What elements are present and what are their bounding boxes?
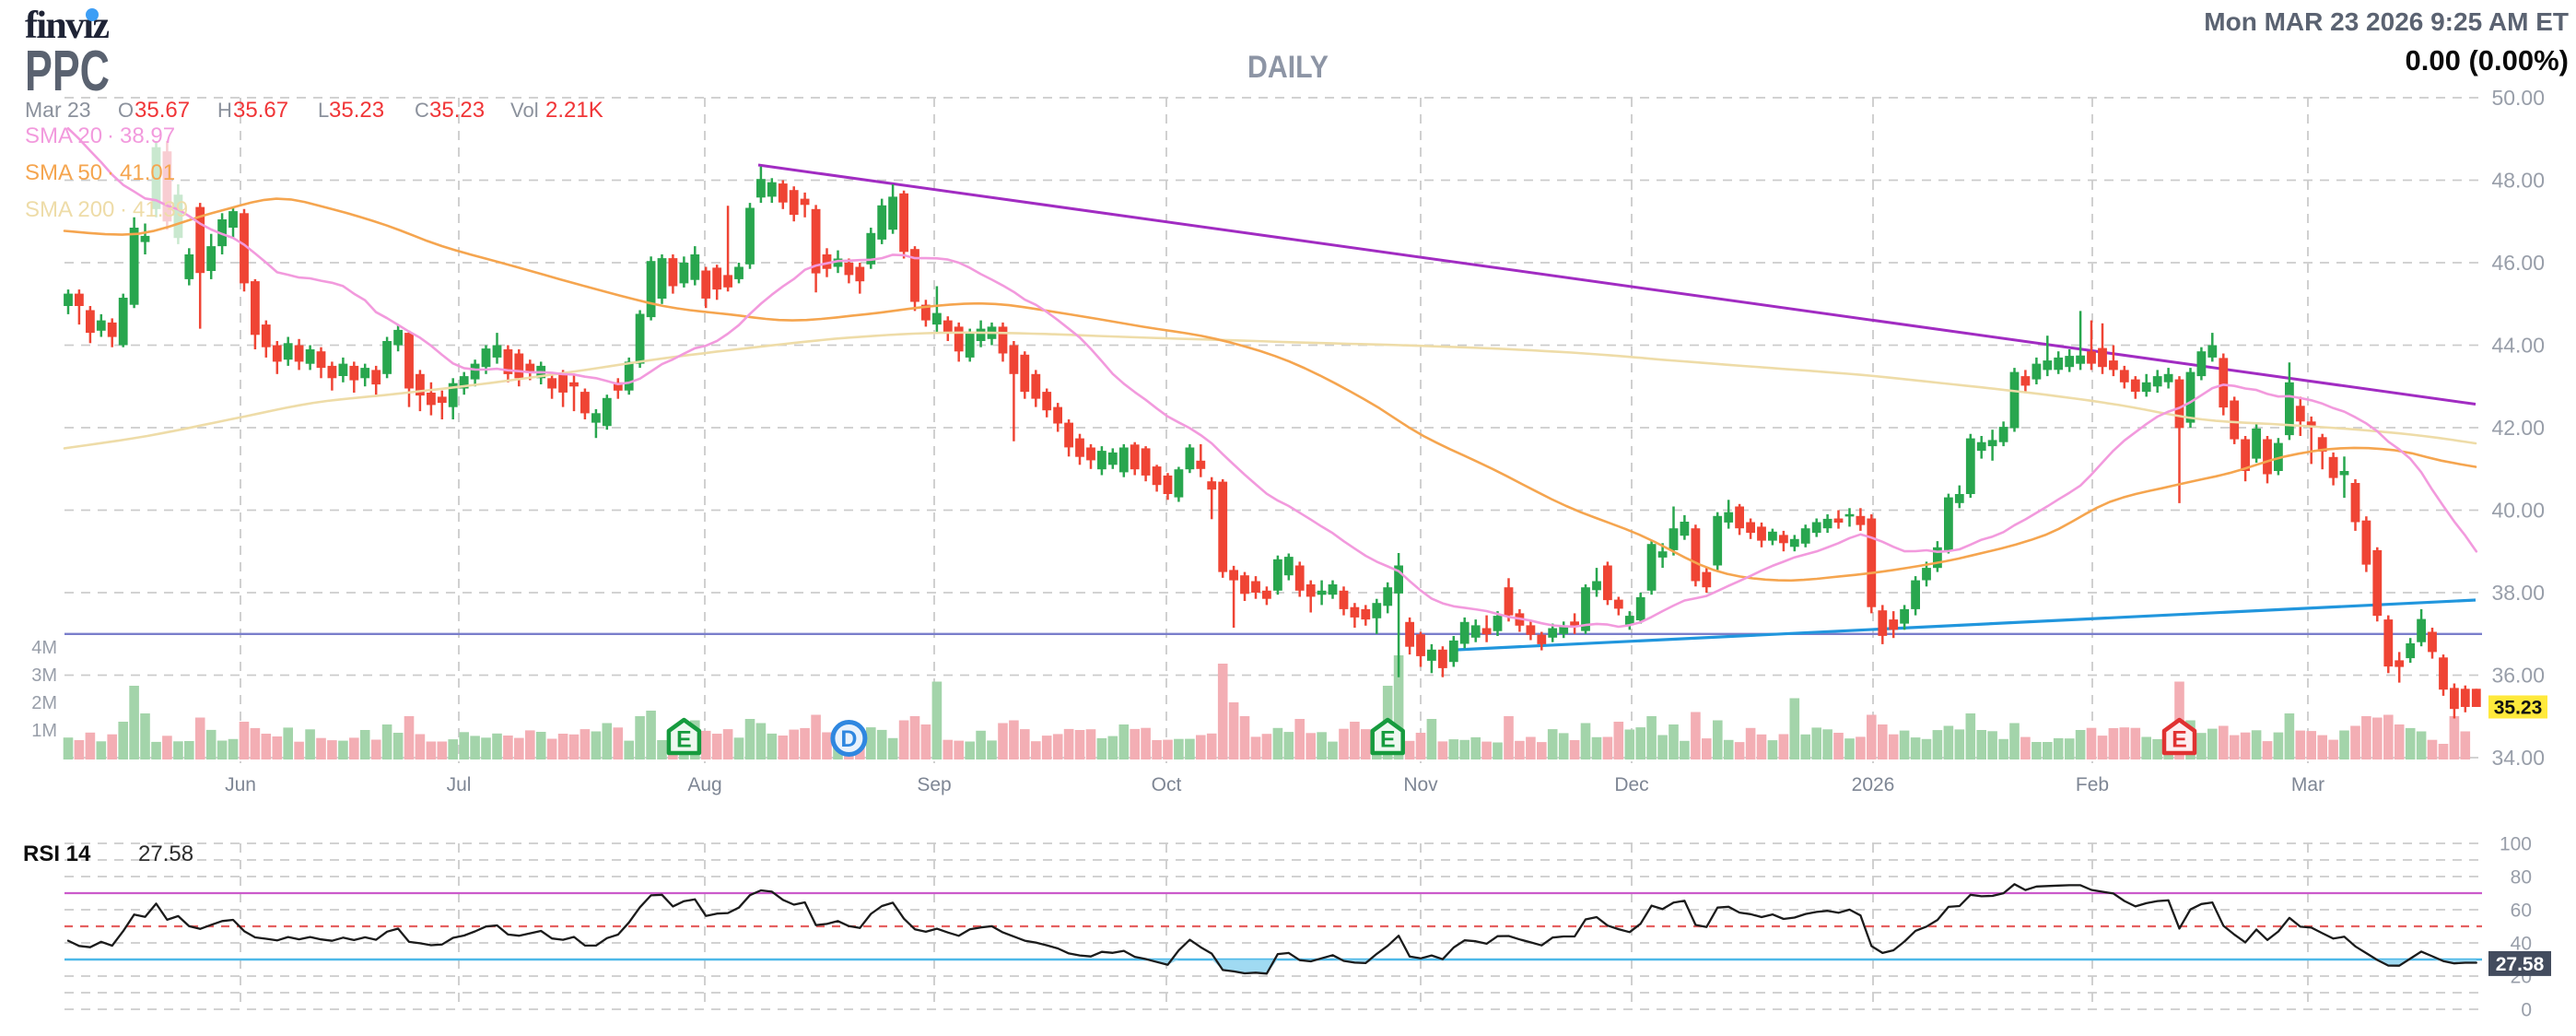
svg-text:35.23: 35.23 bbox=[2494, 698, 2543, 719]
svg-text:0.00 (0.00%): 0.00 (0.00%) bbox=[2406, 44, 2570, 77]
svg-text:SMA 20: SMA 20 bbox=[25, 124, 102, 148]
svg-text:H: H bbox=[217, 99, 232, 122]
svg-text:DAILY: DAILY bbox=[1247, 50, 1329, 85]
svg-text:27.58: 27.58 bbox=[138, 842, 193, 866]
svg-text:4M: 4M bbox=[31, 638, 57, 658]
svg-text:Feb: Feb bbox=[2076, 774, 2109, 795]
svg-text:27.58: 27.58 bbox=[2496, 954, 2545, 975]
svg-text:O: O bbox=[118, 99, 134, 122]
svg-text:40.00: 40.00 bbox=[2491, 499, 2545, 523]
svg-text:80: 80 bbox=[2511, 867, 2532, 889]
svg-text:46.00: 46.00 bbox=[2491, 251, 2545, 275]
svg-text:2.21K: 2.21K bbox=[545, 98, 603, 123]
svg-text:SMA 200: SMA 200 bbox=[25, 197, 114, 222]
svg-text:100: 100 bbox=[2500, 834, 2532, 855]
svg-text:Mar 23: Mar 23 bbox=[25, 98, 91, 122]
svg-text:50.00: 50.00 bbox=[2491, 86, 2545, 110]
svg-text:SMA 50: SMA 50 bbox=[25, 160, 102, 185]
svg-text:·: · bbox=[120, 197, 127, 222]
svg-text:E: E bbox=[676, 727, 692, 753]
svg-text:E: E bbox=[1380, 727, 1396, 753]
svg-text:D: D bbox=[840, 726, 857, 752]
svg-text:35.23: 35.23 bbox=[329, 98, 384, 123]
svg-text:Jun: Jun bbox=[225, 774, 256, 795]
svg-text:35.23: 35.23 bbox=[429, 98, 485, 123]
svg-text:Sep: Sep bbox=[917, 774, 951, 795]
svg-text:41.39: 41.39 bbox=[133, 197, 188, 222]
svg-text:Mon MAR 23 2026 9:25 AM ET: Mon MAR 23 2026 9:25 AM ET bbox=[2204, 7, 2569, 36]
svg-text:Nov: Nov bbox=[1403, 774, 1438, 795]
svg-text:·: · bbox=[107, 160, 114, 185]
svg-text:RSI 14: RSI 14 bbox=[23, 842, 91, 866]
svg-text:Dec: Dec bbox=[1614, 774, 1648, 795]
svg-text:2M: 2M bbox=[31, 693, 57, 713]
svg-text:L: L bbox=[318, 99, 329, 122]
svg-text:44.00: 44.00 bbox=[2491, 334, 2545, 358]
svg-text:1M: 1M bbox=[31, 721, 57, 741]
svg-text:48.00: 48.00 bbox=[2491, 169, 2545, 193]
svg-text:C: C bbox=[415, 99, 429, 122]
svg-text:Mar: Mar bbox=[2291, 774, 2324, 795]
svg-text:42.00: 42.00 bbox=[2491, 416, 2545, 440]
svg-text:36.00: 36.00 bbox=[2491, 664, 2545, 688]
svg-text:35.67: 35.67 bbox=[233, 98, 288, 123]
svg-text:Aug: Aug bbox=[687, 774, 721, 795]
svg-text:2026: 2026 bbox=[1852, 774, 1895, 795]
svg-text:·: · bbox=[107, 124, 114, 148]
svg-text:60: 60 bbox=[2511, 901, 2532, 922]
svg-text:E: E bbox=[2172, 727, 2187, 753]
svg-text:Oct: Oct bbox=[1152, 774, 1182, 795]
svg-text:40: 40 bbox=[2511, 934, 2532, 955]
svg-text:0: 0 bbox=[2521, 1000, 2532, 1021]
svg-text:38.00: 38.00 bbox=[2491, 581, 2545, 605]
svg-text:3M: 3M bbox=[31, 665, 57, 686]
svg-text:41.01: 41.01 bbox=[120, 160, 175, 185]
svg-text:Vol: Vol bbox=[510, 99, 539, 122]
svg-text:34.00: 34.00 bbox=[2491, 746, 2545, 770]
svg-text:PPC: PPC bbox=[25, 40, 110, 103]
svg-text:Jul: Jul bbox=[447, 774, 472, 795]
svg-text:38.97: 38.97 bbox=[120, 124, 175, 148]
svg-text:35.67: 35.67 bbox=[135, 98, 190, 123]
